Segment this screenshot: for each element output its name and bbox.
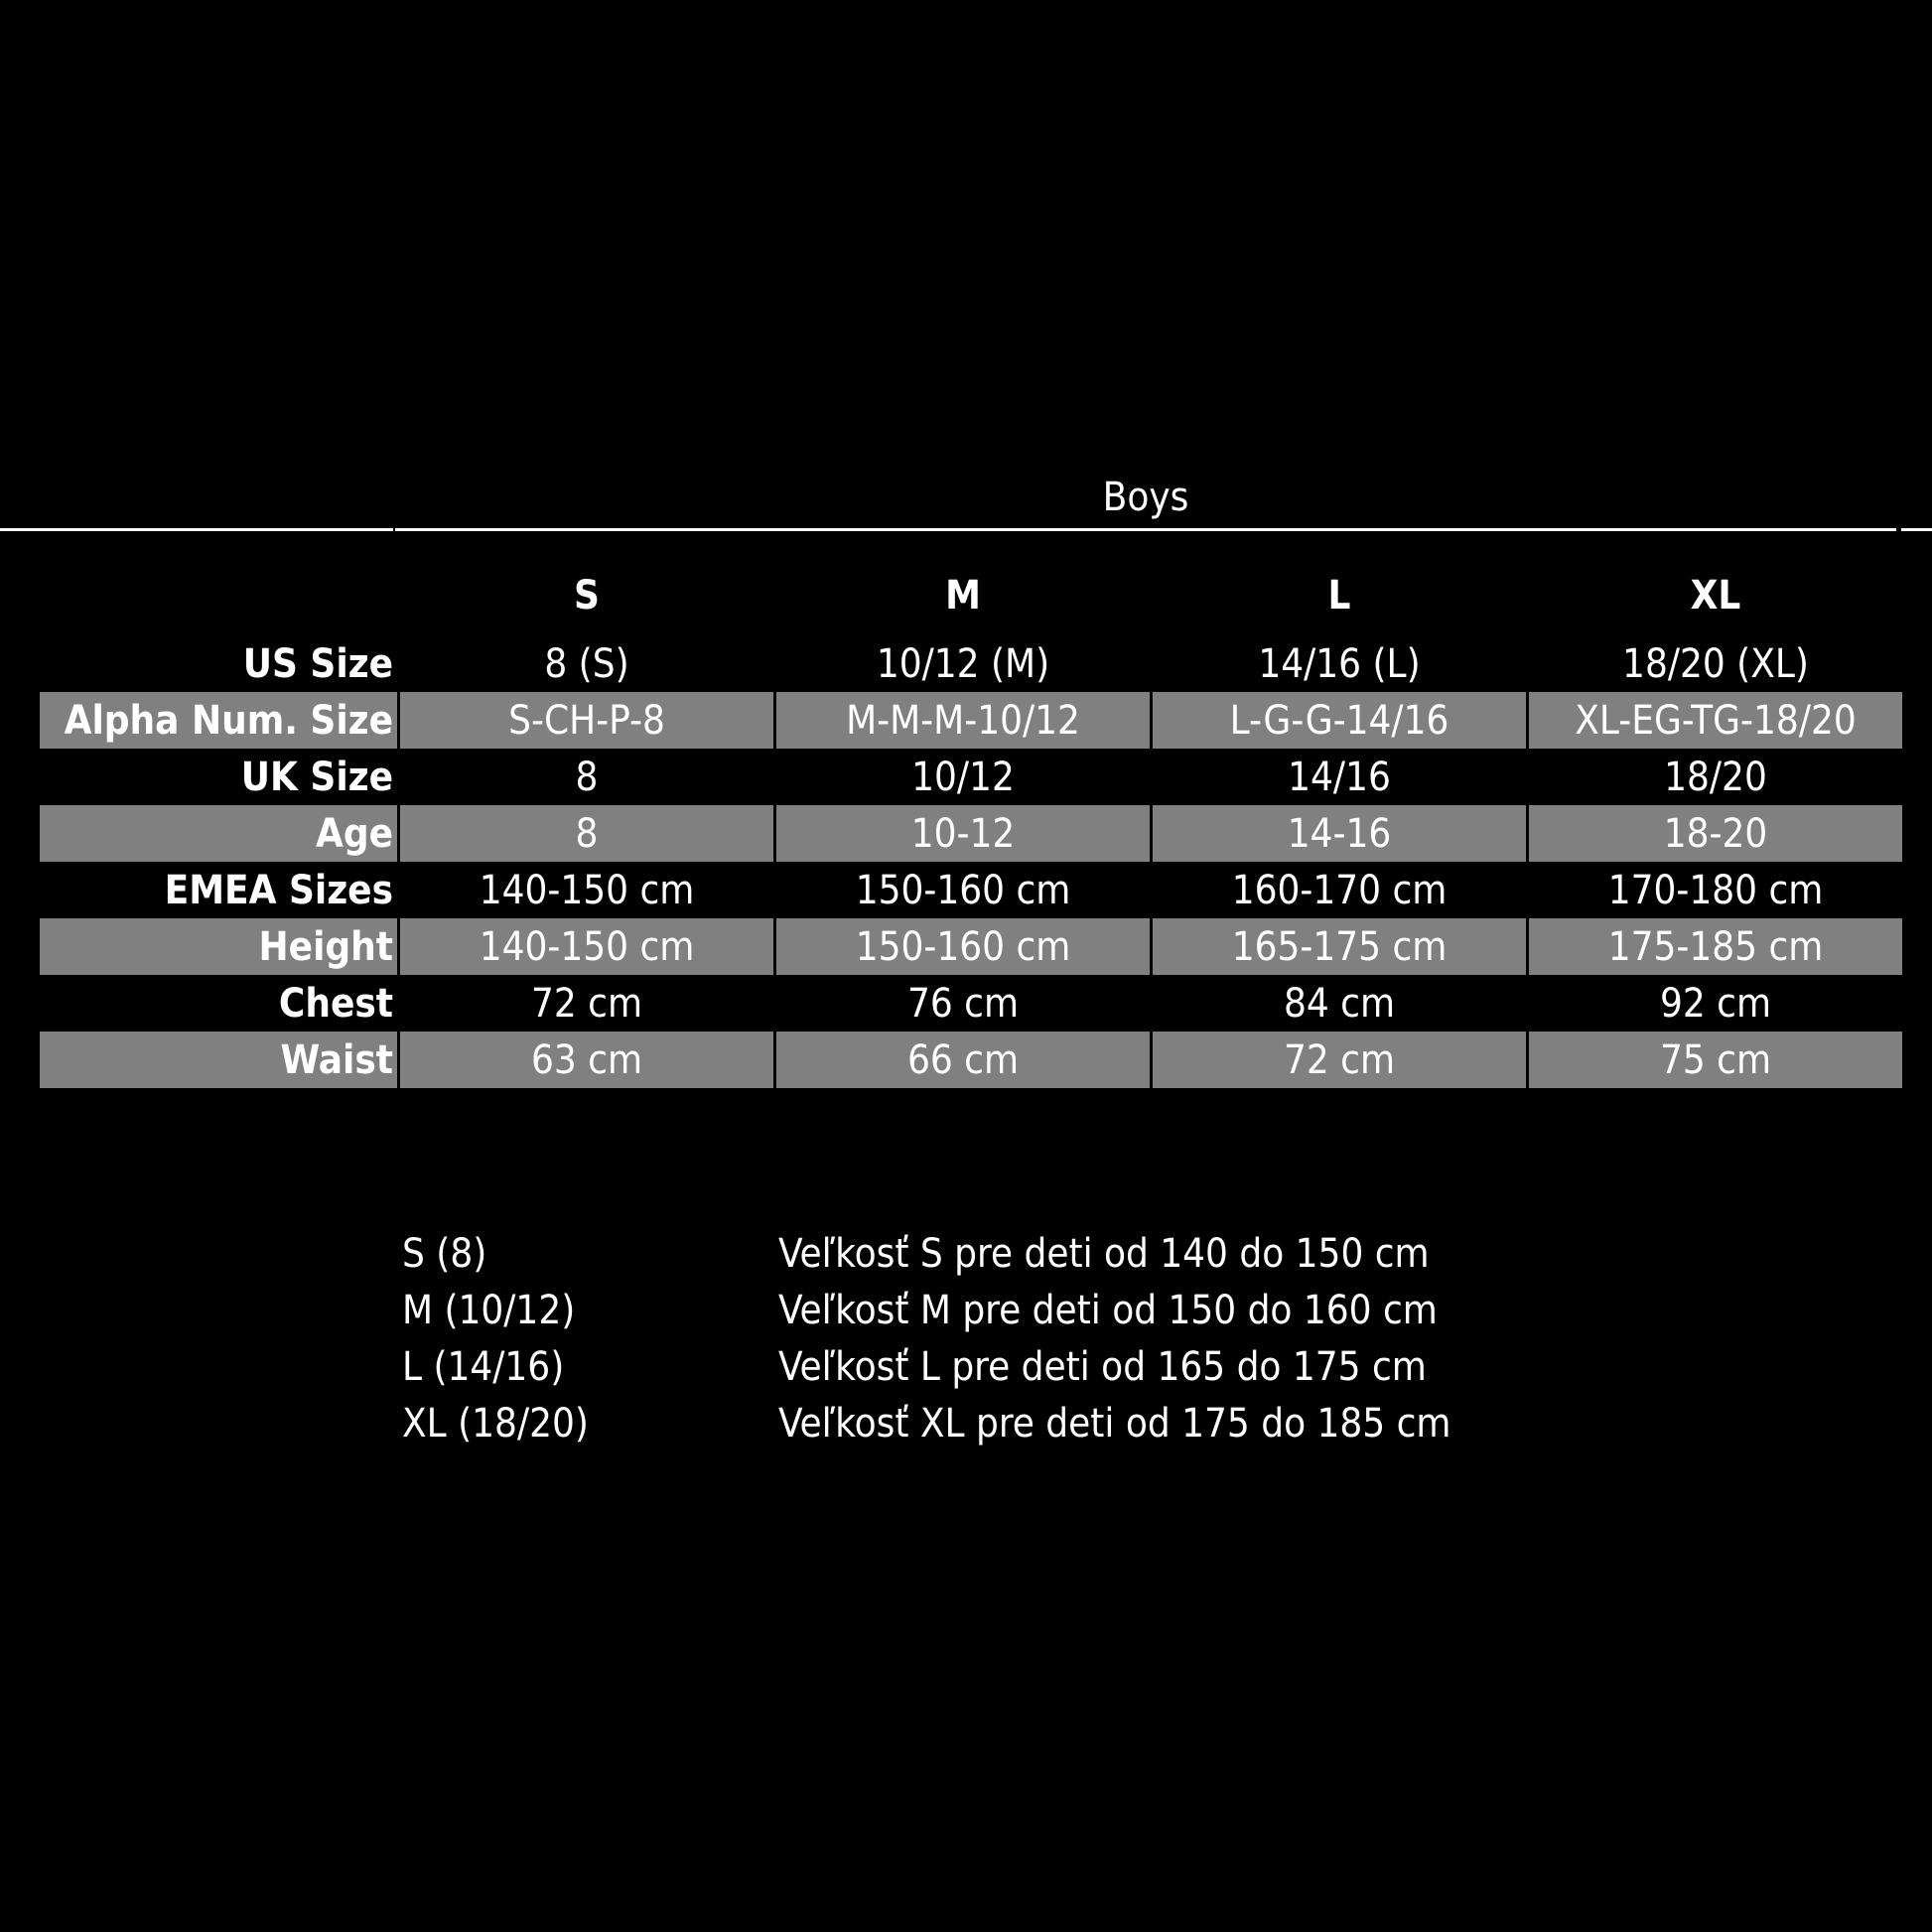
note-size: S (8) (402, 1231, 487, 1277)
row-label: US Size (242, 640, 393, 687)
cell-value: 150-160 cm (855, 867, 1071, 913)
cell-value: 10/12 (M) (876, 640, 1050, 687)
empty-header (40, 556, 397, 635)
cell-value: 72 cm (530, 980, 643, 1027)
cell-value: 175-185 cm (1529, 918, 1902, 975)
cell-value: L-G-G-14/16 (1153, 692, 1526, 749)
cell-value: 8 (S) (544, 640, 629, 687)
cell-value: 10-12 (776, 805, 1150, 862)
cell-value: 92 cm (1659, 980, 1772, 1027)
table-row: Waist 63 cm 66 cm 72 cm 75 cm (40, 1032, 1902, 1088)
row-label: Alpha Num. Size (40, 692, 397, 749)
note-text: Veľkosť L pre deti od 165 do 175 cm (778, 1344, 1427, 1390)
row-label: Height (40, 918, 397, 975)
cell-value: 18/20 (1664, 754, 1767, 800)
cell-value: 160-170 cm (1231, 867, 1448, 913)
table-row: Alpha Num. Size S-CH-P-8 M-M-M-10/12 L-G-G-… (40, 692, 1902, 749)
column-header: XL (1690, 573, 1741, 619)
row-label: Age (40, 805, 397, 862)
cell-value: S-CH-P-8 (400, 692, 773, 749)
table-row: EMEA Sizes 140-150 cm 150-160 cm 160-170 cm… (40, 862, 1902, 918)
table-row: Age 8 10-12 14-16 18-20 (40, 805, 1902, 862)
cell-value: 140-150 cm (400, 918, 773, 975)
cell-value: 8 (575, 754, 599, 800)
table-row: UK Size 8 10/12 14/16 18/20 (40, 749, 1902, 805)
cell-value: 140-150 cm (479, 867, 695, 913)
cell-value: 14/16 (L) (1258, 640, 1421, 687)
column-header: M (945, 573, 981, 619)
divider-line (0, 528, 393, 531)
cell-value: 84 cm (1283, 980, 1396, 1027)
cell-value: 10/12 (911, 754, 1015, 800)
cell-value: 66 cm (776, 1032, 1150, 1088)
cell-value: 76 cm (906, 980, 1020, 1027)
divider-line (1901, 528, 1932, 531)
cell-value: 8 (400, 805, 773, 862)
cell-value: M-M-M-10/12 (776, 692, 1150, 749)
cell-value: 170-180 cm (1607, 867, 1824, 913)
cell-value: 165-175 cm (1153, 918, 1526, 975)
note-text: Veľkosť XL pre deti od 175 do 185 cm (778, 1401, 1451, 1447)
size-table: S M L XL US Size 8 (S) 10/12 (M) 14/16 (L) 1… (37, 556, 1905, 1088)
cell-value: 63 cm (400, 1032, 773, 1088)
chart-title: Boys (1102, 475, 1189, 520)
note-size: XL (18/20) (402, 1401, 589, 1447)
cell-value: 18-20 (1529, 805, 1902, 862)
cell-value: 14/16 (1288, 754, 1391, 800)
cell-value: XL-EG-TG-18/20 (1529, 692, 1902, 749)
note-text: Veľkosť M pre deti od 150 do 160 cm (778, 1288, 1438, 1333)
row-label: EMEA Sizes (164, 867, 393, 913)
note-size: M (10/12) (402, 1288, 576, 1333)
table-row: US Size 8 (S) 10/12 (M) 14/16 (L) 18/20 (XL) (40, 635, 1902, 692)
table-row: Chest 72 cm 76 cm 84 cm 92 cm (40, 975, 1902, 1032)
cell-value: 75 cm (1529, 1032, 1902, 1088)
note-text: Veľkosť S pre deti od 140 do 150 cm (778, 1231, 1430, 1277)
cell-value: 18/20 (XL) (1622, 640, 1809, 687)
note-size: L (14/16) (402, 1344, 565, 1390)
column-header: L (1327, 573, 1351, 619)
size-notes: S (8) Veľkosť S pre deti od 140 do 150 cm… (402, 1226, 1450, 1452)
row-label: Waist (40, 1032, 397, 1088)
cell-value: 150-160 cm (776, 918, 1150, 975)
note-line: L (14/16) Veľkosť L pre deti od 165 do 17… (402, 1339, 1450, 1396)
size-header-row: S M L XL (40, 556, 1902, 635)
divider-line (395, 528, 1896, 531)
cell-value: 72 cm (1153, 1032, 1526, 1088)
cell-value: 14-16 (1153, 805, 1526, 862)
table-row: Height 140-150 cm 150-160 cm 165-175 cm 175-… (40, 918, 1902, 975)
note-line: S (8) Veľkosť S pre deti od 140 do 150 cm (402, 1226, 1450, 1283)
note-line: XL (18/20) Veľkosť XL pre deti od 175 do … (402, 1396, 1450, 1452)
column-header: S (574, 573, 600, 619)
row-label: UK Size (240, 754, 393, 800)
row-label: Chest (278, 980, 393, 1027)
note-line: M (10/12) Veľkosť M pre deti od 150 do 16… (402, 1283, 1450, 1339)
